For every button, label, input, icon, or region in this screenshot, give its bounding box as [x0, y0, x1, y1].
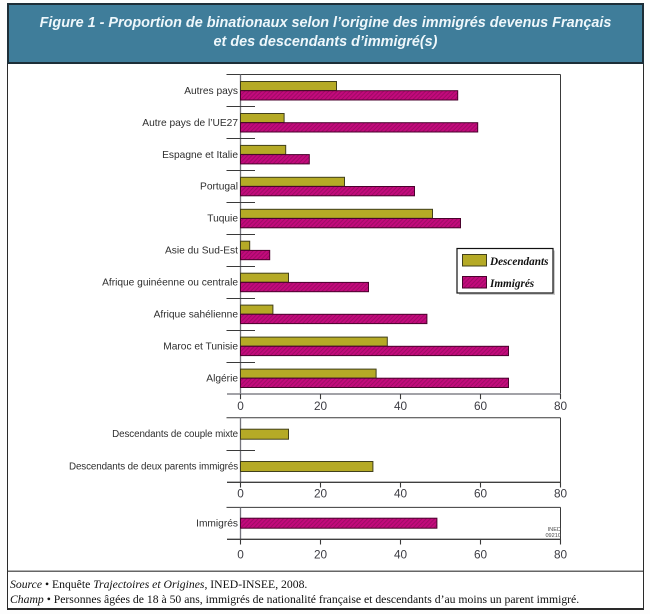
svg-text:80: 80 — [554, 487, 568, 501]
svg-text:0: 0 — [237, 487, 244, 501]
svg-text:80: 80 — [554, 548, 568, 562]
svg-text:60: 60 — [474, 487, 488, 501]
svg-text:0: 0 — [237, 399, 244, 413]
svg-text:09210: 09210 — [545, 533, 561, 539]
svg-text:Descendants de deux parents im: Descendants de deux parents immigrés — [69, 462, 238, 473]
svg-text:INED: INED — [548, 527, 561, 533]
svg-text:Algérie: Algérie — [206, 373, 238, 384]
svg-text:Descendants: Descendants — [489, 256, 549, 268]
svg-text:Immigrés: Immigrés — [489, 278, 535, 290]
svg-text:Immigrés: Immigrés — [196, 519, 238, 530]
svg-text:40: 40 — [394, 487, 408, 501]
svg-text:60: 60 — [474, 399, 488, 413]
svg-text:Autres pays: Autres pays — [184, 86, 238, 97]
svg-text:Autre pays de l’UE27: Autre pays de l’UE27 — [142, 118, 238, 129]
svg-text:40: 40 — [394, 548, 408, 562]
svg-text:60: 60 — [474, 548, 488, 562]
svg-text:20: 20 — [314, 487, 328, 501]
svg-text:80: 80 — [554, 399, 568, 413]
svg-text:Descendants de couple mixte: Descendants de couple mixte — [112, 429, 238, 440]
svg-text:20: 20 — [314, 399, 328, 413]
svg-text:Tuquie: Tuquie — [207, 214, 238, 225]
svg-text:Afrique guinéenne ou centrale: Afrique guinéenne ou centrale — [102, 278, 238, 289]
svg-text:40: 40 — [394, 399, 408, 413]
svg-text:0: 0 — [237, 548, 244, 562]
svg-text:Asie du Sud-Est: Asie du Sud-Est — [165, 246, 238, 257]
svg-text:Afrique sahélienne: Afrique sahélienne — [154, 310, 239, 321]
svg-text:Espagne et Italie: Espagne et Italie — [162, 150, 238, 161]
svg-text:20: 20 — [314, 548, 328, 562]
svg-text:Portugal: Portugal — [200, 182, 238, 193]
svg-text:Maroc et Tunisie: Maroc et Tunisie — [163, 342, 238, 353]
